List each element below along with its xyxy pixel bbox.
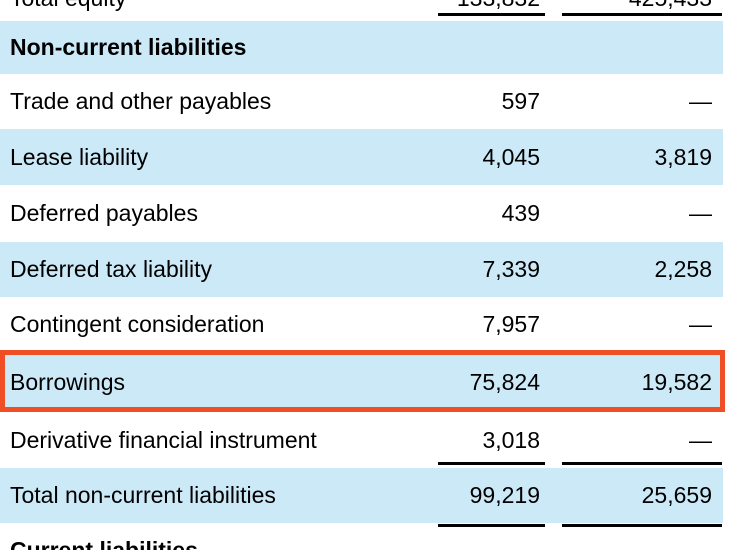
row-value-col1: 133,832 xyxy=(380,0,540,10)
row-label: Total equity xyxy=(0,0,380,10)
row-value-col1: 4,045 xyxy=(482,143,540,170)
column-rule-total-col2 xyxy=(562,524,722,527)
row-value-col2: 425,433 xyxy=(560,0,712,10)
table-row-contingent-consideration: Contingent consideration 7,957 — xyxy=(0,297,723,352)
row-value-col2: — xyxy=(689,200,712,226)
row-value-col2: 25,659 xyxy=(641,482,712,508)
row-label: Deferred tax liability xyxy=(10,256,212,282)
row-label: Trade and other payables xyxy=(10,88,272,114)
column-rule-top-col1 xyxy=(438,13,545,16)
column-rule-top-col2 xyxy=(562,13,722,16)
row-value-col2: 3,819 xyxy=(654,143,712,170)
row-value-col2: — xyxy=(689,426,712,453)
table-row-total-non-current-liabilities: Total non-current liabilities 99,219 25,… xyxy=(0,468,723,523)
column-rule-total-col1 xyxy=(438,524,545,527)
row-label: Borrowings xyxy=(10,368,126,395)
column-rule-subtotal-col1 xyxy=(438,462,545,465)
liabilities-table: Non-current liabilities Trade and other … xyxy=(0,21,723,523)
section-header-label: Non-current liabilities xyxy=(10,34,247,60)
table-row-deferred-payables: Deferred payables 439 — xyxy=(0,185,723,242)
table-row-trade-and-other-payables: Trade and other payables 597 — xyxy=(0,74,723,129)
table-row-deferred-tax-liability: Deferred tax liability 7,339 2,258 xyxy=(0,242,723,297)
row-value-col2: — xyxy=(689,88,712,114)
row-label: Contingent consideration xyxy=(10,311,265,337)
row-label: Derivative financial instrument xyxy=(10,426,317,453)
row-value-col1: 3,018 xyxy=(482,426,540,453)
row-value-col1: 439 xyxy=(501,200,540,226)
row-value-col1: 7,957 xyxy=(482,311,540,337)
table-row-derivative-financial-instrument: Derivative financial instrument 3,018 — xyxy=(0,412,723,468)
row-value-col1: 597 xyxy=(501,88,540,114)
row-value-col1: 99,219 xyxy=(469,482,540,508)
section-header-current-liabilities-clipped: Current liabilities xyxy=(10,537,198,550)
row-value-col2: — xyxy=(689,311,712,337)
table-row-borrowings: Borrowings 75,824 19,582 xyxy=(0,352,723,412)
table-row-total-equity-clipped: Total equity 133,832 425,433 xyxy=(0,0,723,10)
section-header-row: Non-current liabilities xyxy=(0,21,723,74)
column-rule-subtotal-col2 xyxy=(562,462,722,465)
table-row-lease-liability: Lease liability 4,045 3,819 xyxy=(0,129,723,185)
row-value-col2: 19,582 xyxy=(641,368,712,395)
row-value-col2: 2,258 xyxy=(654,256,712,282)
row-value-col1: 75,824 xyxy=(469,368,540,395)
row-value-col1: 7,339 xyxy=(482,256,540,282)
row-label: Total non-current liabilities xyxy=(10,482,276,508)
row-label: Lease liability xyxy=(10,143,149,170)
row-label: Deferred payables xyxy=(10,200,198,226)
